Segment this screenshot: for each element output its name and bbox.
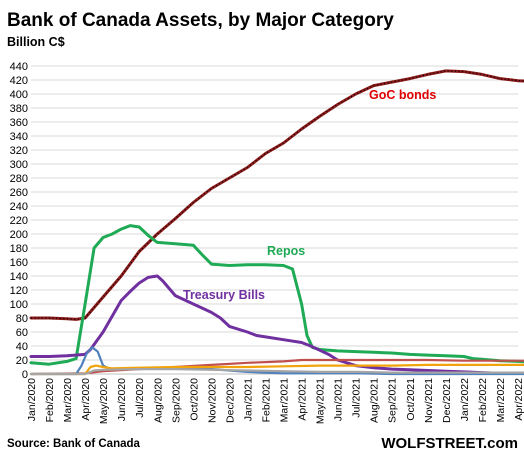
x-tick-label: Dec/2021: [441, 378, 453, 423]
series-group: [29, 69, 524, 376]
x-tick-label: Apr/2020: [80, 378, 92, 421]
x-tick-label: Jan/2020: [26, 378, 38, 421]
y-tick-label: 0: [22, 369, 28, 381]
x-tick-label: Jan/2021: [242, 378, 254, 421]
chart-title: Bank of Canada Assets, by Major Category: [7, 10, 394, 31]
annotation-repos: Repos: [267, 244, 305, 258]
annotation-treasury-bills: Treasury Bills: [183, 288, 265, 302]
x-axis-ticks: Jan/2020 Feb/2020 Mar/2020 Apr/2020 May/2020…: [26, 378, 524, 424]
y-tick-label: 40: [16, 341, 28, 353]
y-tick-label: 360: [10, 117, 28, 129]
x-tick-label: Nov/2020: [206, 378, 218, 423]
x-tick-label: May/2020: [98, 378, 110, 424]
y-tick-label: 440: [10, 61, 28, 73]
x-tick-label: Jan/2022: [459, 378, 471, 421]
x-tick-label: Feb/2021: [260, 378, 272, 423]
series-line-series-7: [29, 368, 524, 376]
x-tick-label: Aug/2020: [152, 378, 164, 423]
y-tick-label: 340: [10, 131, 28, 143]
x-tick-label: Jul/2020: [134, 378, 146, 418]
y-tick-label: 200: [10, 229, 28, 241]
y-tick-label: 120: [10, 285, 28, 297]
series-line-goc-bonds: [29, 69, 524, 321]
y-tick-label: 180: [10, 243, 28, 255]
y-tick-label: 280: [10, 173, 28, 185]
x-tick-label: Mar/2022: [495, 378, 507, 423]
y-tick-label: 320: [10, 145, 28, 157]
y-tick-label: 420: [10, 75, 28, 87]
x-tick-label: Aug/2021: [369, 378, 381, 423]
y-tick-label: 220: [10, 215, 28, 227]
x-tick-label: Mar/2021: [279, 378, 291, 423]
y-tick-label: 140: [10, 271, 28, 283]
x-tick-label: Oct/2021: [405, 378, 417, 421]
brand-logo-text: WOLFSTREET.com: [381, 435, 518, 452]
y-tick-label: 60: [16, 327, 28, 339]
y-tick-label: 80: [16, 313, 28, 325]
y-tick-label: 380: [10, 103, 28, 115]
x-tick-label: Sep/2021: [387, 378, 399, 423]
source-note: Source: Bank of Canada: [7, 438, 141, 450]
x-tick-label: Apr/2021: [297, 378, 309, 421]
series-line-treasury-bills: [29, 274, 524, 375]
x-tick-label: Nov/2021: [423, 378, 435, 423]
y-tick-label: 20: [16, 355, 28, 367]
y-tick-label: 240: [10, 201, 28, 213]
y-tick-label: 260: [10, 187, 28, 199]
annotation-goc-bonds: GoC bonds: [369, 88, 436, 102]
x-tick-label: Sep/2020: [170, 378, 182, 423]
x-tick-label: Dec/2020: [224, 378, 236, 423]
x-tick-label: Apr/2022: [513, 378, 524, 421]
series-line-repos: [29, 224, 524, 366]
y-axis-ticks: 0 20 40 60 80 100 120 140 160 180 200 220 240 260 280 3…: [10, 61, 28, 381]
x-tick-label: Jun/2020: [116, 378, 128, 421]
y-tick-label: 300: [10, 159, 28, 171]
x-tick-label: Jul/2021: [351, 378, 363, 418]
x-tick-label: Feb/2020: [44, 378, 56, 423]
x-tick-label: Feb/2022: [477, 378, 489, 423]
y-tick-label: 160: [10, 257, 28, 269]
x-tick-label: Jun/2021: [333, 378, 345, 421]
series-line-series-6: [29, 363, 524, 376]
y-tick-label: 400: [10, 89, 28, 101]
y-axis-unit-label: Billion C$: [7, 35, 65, 49]
x-tick-label: May/2021: [315, 378, 327, 424]
x-tick-label: Mar/2020: [62, 378, 74, 423]
y-tick-label: 100: [10, 299, 28, 311]
x-tick-label: Oct/2020: [188, 378, 200, 421]
